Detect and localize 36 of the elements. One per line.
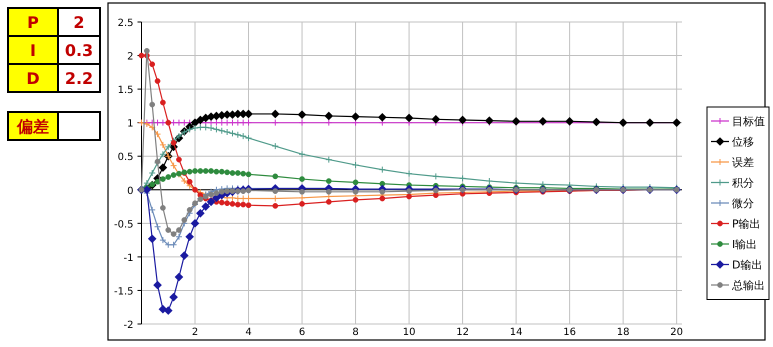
x-tick-label: 16 [563, 327, 576, 338]
x-tick-label: 2 [192, 327, 198, 338]
x-tick-label: 4 [245, 327, 252, 338]
legend-label: P输出 [732, 218, 761, 230]
y-tick-label: -1 [124, 252, 134, 264]
y-tick-label: -1.5 [114, 286, 134, 298]
text: 2 [73, 13, 85, 32]
y-tick-label: 1.5 [118, 85, 134, 96]
x-tick-label: 10 [402, 327, 416, 338]
y-tick-label: 0 [127, 186, 134, 197]
text: 0.3 [64, 41, 94, 60]
legend-label: D输出 [732, 258, 762, 272]
x-tick-label: 18 [616, 327, 630, 338]
text: D [26, 69, 40, 88]
x-tick-label: 14 [510, 327, 522, 338]
y-tick-label: 0.5 [118, 152, 134, 164]
text: I [30, 41, 36, 60]
y-tick-label: -0.5 [114, 219, 134, 230]
legend-label: 积分 [732, 176, 754, 190]
x-tick-label: 6 [298, 327, 306, 338]
x-tick-label: 12 [456, 327, 469, 338]
y-tick-label: 2 [127, 52, 134, 63]
y-tick-label: 1 [127, 118, 134, 130]
x-tick-label: 20 [670, 327, 684, 338]
legend-label: 目标值 [732, 115, 765, 128]
y-tick-label: -2 [124, 320, 134, 331]
legend-label: 微分 [732, 197, 754, 210]
legend-label: 误差 [732, 156, 754, 169]
legend-label: I输出 [732, 238, 758, 251]
y-tick-label: 2.5 [118, 18, 134, 29]
text: 偏差 [16, 117, 49, 136]
text: 2.2 [64, 69, 94, 88]
legend-label: 位移 [732, 136, 754, 148]
legend-label: 总输出 [731, 279, 765, 292]
text: P [27, 13, 40, 32]
x-tick-label: 8 [352, 327, 359, 338]
